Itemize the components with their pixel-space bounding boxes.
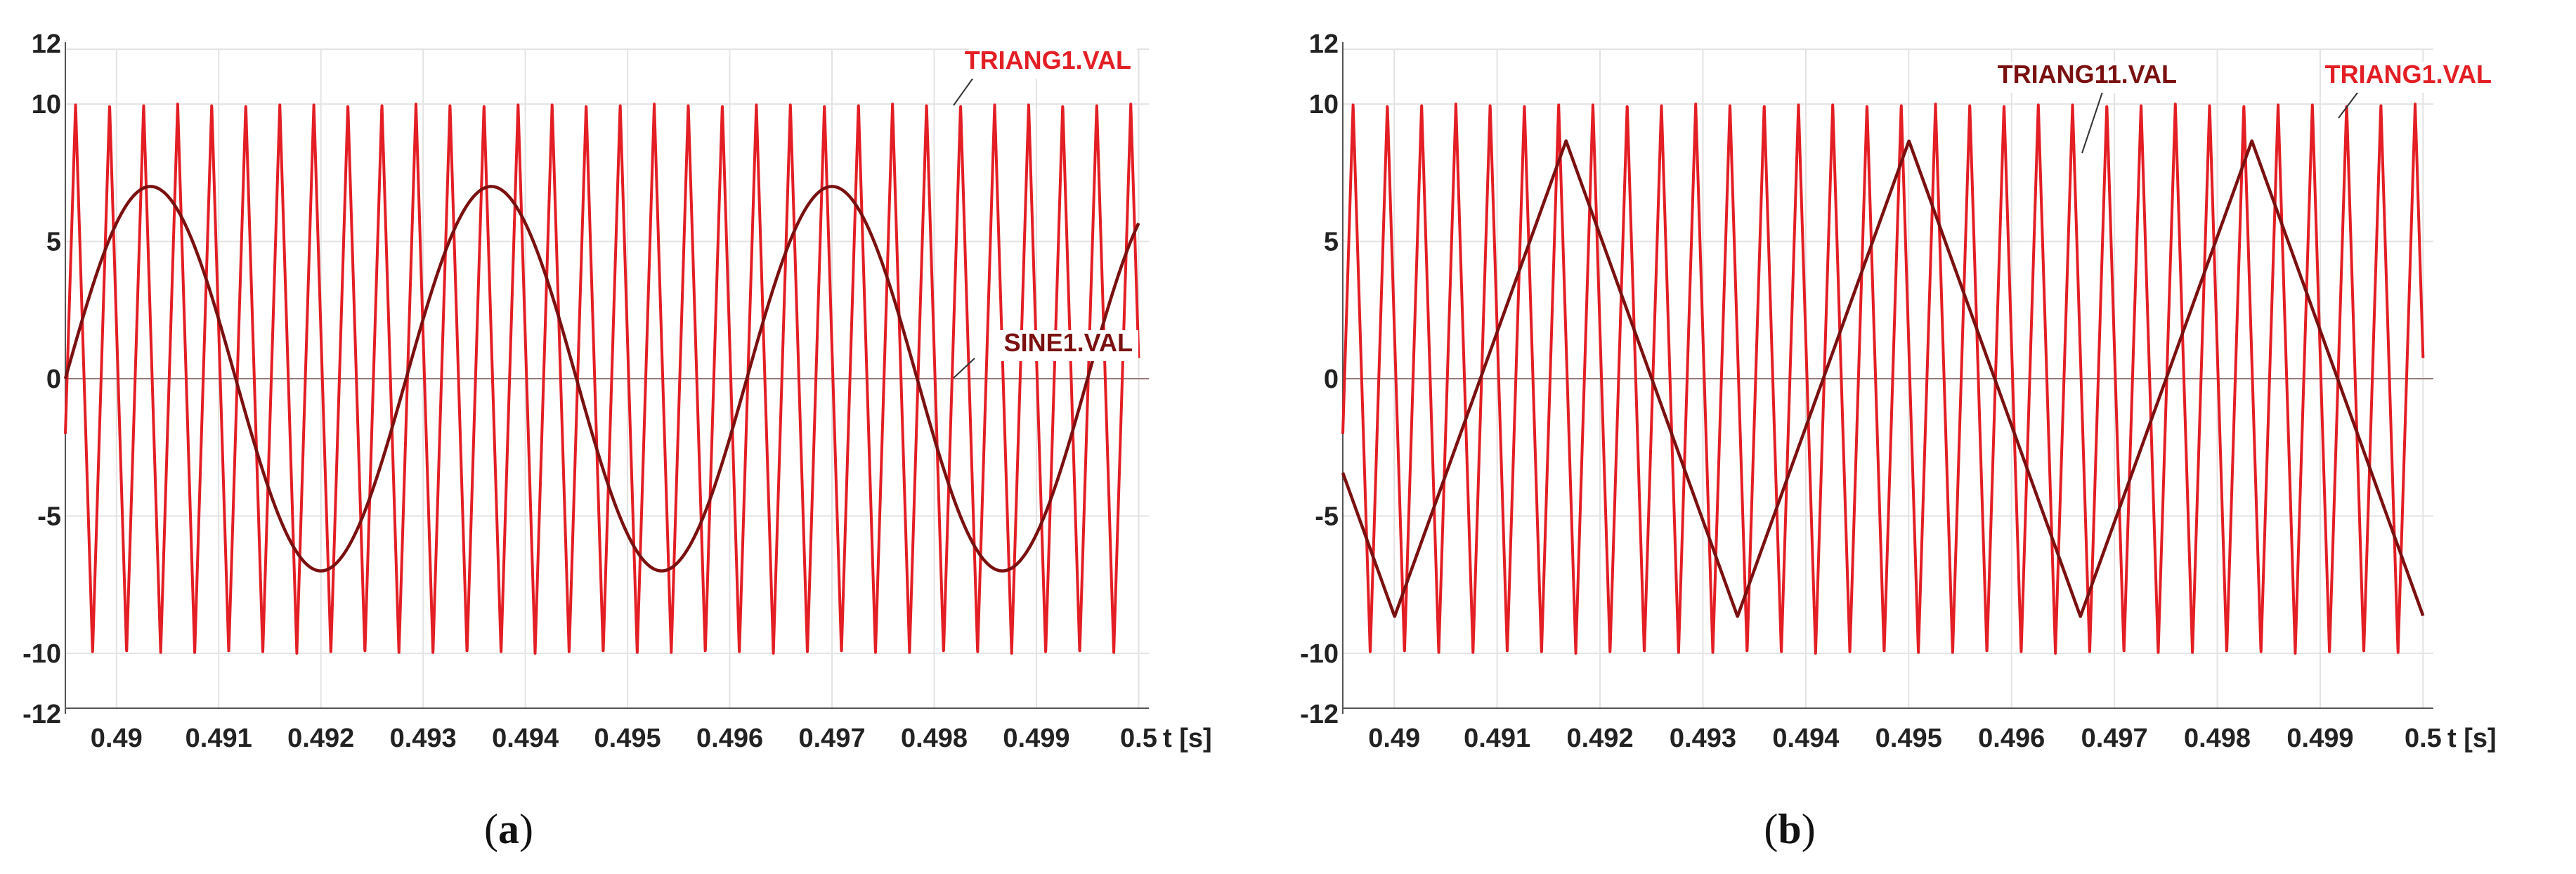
- x-tick-label: 0.5: [2405, 724, 2442, 753]
- series-label-leader: [954, 358, 975, 378]
- y-tick-label: -12: [22, 700, 61, 729]
- caption-letter: b: [1778, 806, 1801, 852]
- y-tick-label: 12: [32, 30, 61, 59]
- x-tick-label: 0.494: [492, 724, 559, 753]
- x-tick-label: 0.491: [186, 724, 252, 753]
- x-tick-label: 0.496: [696, 724, 763, 753]
- x-tick-label: 0.499: [2286, 724, 2353, 753]
- panel-caption: (b): [1764, 806, 1815, 852]
- chart-svg: TRIANG1.VAL TRIANG11.VAL 12 10 5 0 -5 -10 -12 0.4…: [1288, 0, 2576, 874]
- x-tick-label: 0.498: [901, 724, 968, 753]
- y-tick-label: 10: [32, 90, 61, 119]
- series-label: SINE1.VAL: [1004, 328, 1133, 357]
- x-axis-label: t [s]: [1163, 724, 1212, 753]
- y-tick-label: 0: [1324, 365, 1339, 394]
- caption-paren-close: ): [1802, 806, 1816, 852]
- y-tick-label: 10: [1309, 90, 1339, 119]
- y-tick-label: 5: [46, 228, 61, 257]
- caption-paren-close: ): [519, 806, 533, 852]
- x-tick-label: 0.493: [1670, 724, 1736, 753]
- x-tick-label: 0.492: [287, 724, 354, 753]
- series-label-leader: [954, 76, 975, 105]
- y-tick-label: -5: [1315, 502, 1339, 531]
- x-tick-label: 0.491: [1464, 724, 1530, 753]
- x-tick-label: 0.496: [1978, 724, 2045, 753]
- x-tick-label: 0.493: [390, 724, 457, 753]
- x-tick-label: 0.5: [1120, 724, 1157, 753]
- chart-svg: TRIANG1.VAL SINE1.VAL 12 10 5 0 -5 -10 -12 0.49 0.…: [0, 0, 1288, 874]
- chart-panel-b: TRIANG1.VAL TRIANG11.VAL 12 10 5 0 -5 -10 -12 0.4…: [1288, 0, 2576, 874]
- x-tick-label: 0.498: [2184, 724, 2251, 753]
- series-label: TRIANG1.VAL: [2325, 60, 2492, 89]
- y-tick-label: 5: [1324, 228, 1339, 257]
- x-tick-label: 0.49: [1368, 724, 1420, 753]
- y-tick-label: 0: [46, 365, 61, 394]
- x-tick-label: 0.494: [1772, 724, 1839, 753]
- y-tick-label: -10: [1300, 639, 1339, 669]
- x-axis-label: t [s]: [2447, 724, 2497, 753]
- x-tick-label: 0.492: [1566, 724, 1633, 753]
- x-tick-label: 0.495: [1875, 724, 1942, 753]
- x-tick-label: 0.497: [2081, 724, 2148, 753]
- caption-paren-open: (: [484, 806, 498, 852]
- x-tick-label: 0.499: [1003, 724, 1069, 753]
- series-label-leader: [2082, 90, 2103, 153]
- y-tick-label: -10: [22, 639, 61, 669]
- x-tick-label: 0.495: [594, 724, 661, 753]
- x-tick-label: 0.497: [798, 724, 865, 753]
- series-label: TRIANG11.VAL: [1998, 60, 2177, 89]
- chart-panel-a: TRIANG1.VAL SINE1.VAL 12 10 5 0 -5 -10 -12 0.49 0.…: [0, 0, 1288, 874]
- series-label: TRIANG1.VAL: [965, 46, 1131, 74]
- caption-letter: a: [498, 806, 519, 852]
- y-tick-label: -12: [1300, 700, 1339, 729]
- y-tick-label: 12: [1309, 30, 1339, 59]
- x-tick-label: 0.49: [91, 724, 143, 753]
- y-tick-label: -5: [37, 502, 61, 531]
- caption-paren-open: (: [1764, 806, 1778, 852]
- panel-caption: (a): [484, 806, 533, 852]
